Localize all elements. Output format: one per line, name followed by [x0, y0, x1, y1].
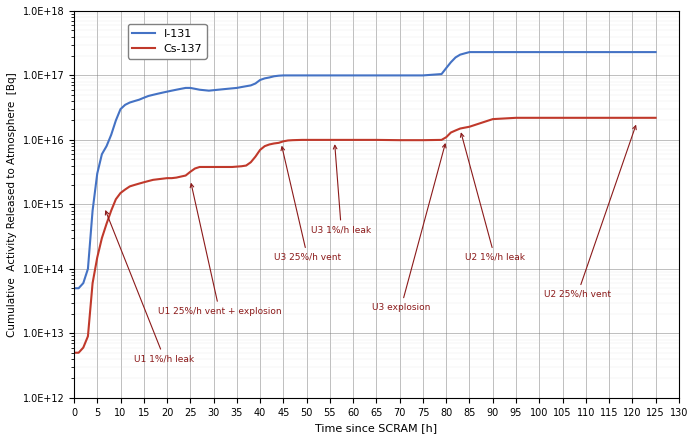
- Text: U2 25%/h vent: U2 25%/h vent: [544, 126, 636, 299]
- Cs-137: [651, 115, 660, 121]
- Text: U3 25%/h vent: U3 25%/h vent: [274, 147, 341, 262]
- Cs-137: [70, 350, 78, 356]
- Legend: I-131, Cs-137: I-131, Cs-137: [128, 24, 206, 59]
- I-131: [79, 280, 88, 286]
- Cs-137: [582, 115, 590, 121]
- I-131: [163, 89, 171, 94]
- I-131: [373, 73, 381, 78]
- I-131: [582, 49, 590, 55]
- Text: U3 1%/h leak: U3 1%/h leak: [311, 145, 371, 235]
- Text: U3 explosion: U3 explosion: [372, 144, 446, 312]
- Cs-137: [265, 142, 274, 147]
- I-131: [651, 49, 660, 55]
- Cs-137: [512, 115, 520, 121]
- Y-axis label: Cumulative  Activity Released to Atmosphere  [Bq]: Cumulative Activity Released to Atmosphe…: [7, 72, 17, 337]
- Cs-137: [79, 345, 88, 350]
- Cs-137: [228, 165, 236, 170]
- Line: Cs-137: Cs-137: [74, 118, 655, 353]
- Cs-137: [163, 176, 171, 181]
- Text: U1 1%/h leak: U1 1%/h leak: [106, 211, 195, 363]
- I-131: [228, 86, 236, 91]
- Line: I-131: I-131: [74, 52, 655, 288]
- I-131: [265, 75, 274, 80]
- X-axis label: Time since SCRAM [h]: Time since SCRAM [h]: [316, 423, 437, 433]
- Cs-137: [373, 137, 381, 143]
- Text: U1 25%/h vent + explosion: U1 25%/h vent + explosion: [158, 184, 281, 316]
- I-131: [70, 286, 78, 291]
- Text: U2 1%/h leak: U2 1%/h leak: [460, 133, 525, 262]
- I-131: [466, 49, 474, 55]
